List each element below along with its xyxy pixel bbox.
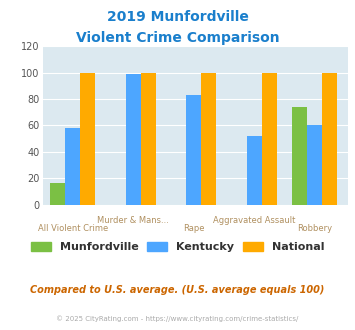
Bar: [307, 125, 322, 205]
Bar: [247, 136, 262, 205]
Bar: [322, 73, 337, 205]
Bar: [292, 107, 307, 205]
Bar: [50, 183, 65, 205]
Text: 2019 Munfordville: 2019 Munfordville: [106, 10, 248, 24]
Legend: Munfordville, Kentucky, National: Munfordville, Kentucky, National: [31, 242, 324, 252]
Bar: [65, 128, 80, 205]
Text: All Violent Crime: All Violent Crime: [38, 224, 108, 233]
Text: Rape: Rape: [183, 224, 204, 233]
Text: Aggravated Assault: Aggravated Assault: [213, 216, 295, 225]
Bar: [80, 73, 95, 205]
Bar: [201, 73, 217, 205]
Text: © 2025 CityRating.com - https://www.cityrating.com/crime-statistics/: © 2025 CityRating.com - https://www.city…: [56, 315, 299, 322]
Text: Robbery: Robbery: [297, 224, 332, 233]
Bar: [186, 95, 201, 205]
Text: Violent Crime Comparison: Violent Crime Comparison: [76, 31, 279, 45]
Bar: [141, 73, 156, 205]
Bar: [262, 73, 277, 205]
Text: Compared to U.S. average. (U.S. average equals 100): Compared to U.S. average. (U.S. average …: [30, 285, 325, 295]
Text: Murder & Mans...: Murder & Mans...: [97, 216, 169, 225]
Bar: [126, 74, 141, 205]
